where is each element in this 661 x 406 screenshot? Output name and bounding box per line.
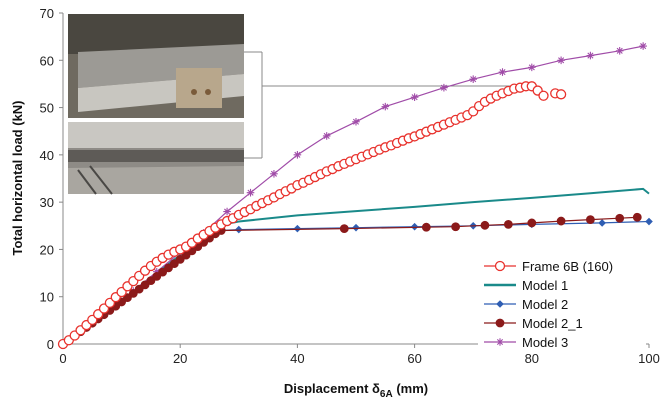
legend-item: Frame 6B (160) [484, 259, 613, 274]
data-point [223, 207, 231, 216]
data-point [556, 216, 566, 226]
data-point [175, 254, 185, 264]
legend-marker [496, 300, 504, 308]
legend-marker [496, 338, 504, 346]
data-point [586, 51, 595, 60]
data-point [645, 217, 653, 226]
data-point [615, 213, 625, 223]
x-axis-title-main: Displacement δ [284, 381, 380, 396]
data-point [632, 212, 642, 222]
x-axis-title: Displacement δ6A (mm) [284, 381, 428, 400]
legend-label: Model 2_1 [522, 316, 583, 331]
data-point [451, 222, 461, 232]
legend-label: Model 1 [522, 278, 568, 293]
data-point [381, 102, 390, 111]
legend-item: Model 2_1 [484, 316, 583, 331]
y-tick-label: 0 [47, 337, 54, 352]
data-point [152, 271, 162, 281]
legend-item: Model 3 [484, 335, 568, 350]
data-point [322, 132, 331, 140]
data-point [498, 68, 507, 76]
data-point [528, 63, 536, 72]
y-axis-title: Total horizontal load (kN) [10, 100, 25, 255]
data-point [158, 267, 168, 277]
y-tick-label: 50 [40, 101, 54, 116]
legend: Frame 6B (160) Model 1 Model 2 Model 2_1 Mod… [478, 253, 646, 350]
data-point [615, 47, 624, 55]
data-point [480, 220, 490, 230]
legend-marker [494, 260, 506, 272]
data-point [598, 219, 606, 227]
y-tick-label: 10 [40, 290, 54, 305]
legend-background [478, 253, 646, 349]
data-point [538, 90, 549, 101]
data-point [557, 56, 565, 65]
legend-label: Model 3 [522, 335, 568, 350]
data-point [293, 151, 302, 159]
series-layer [57, 42, 653, 350]
data-point [123, 293, 132, 303]
data-point [246, 188, 255, 197]
x-tick-label: 20 [173, 351, 187, 366]
data-point [270, 169, 278, 178]
x-tick-label: 40 [290, 351, 304, 366]
data-point [339, 224, 349, 234]
x-axis-title-subscript: 6A [380, 389, 393, 400]
data-point [410, 93, 419, 101]
data-point [639, 42, 647, 50]
data-point [164, 263, 173, 273]
legend-label: Frame 6B (160) [522, 259, 613, 274]
x-tick-label: 80 [525, 351, 539, 366]
legend-item: Model 2 [484, 297, 568, 312]
y-axis-ticks: 0 10 20 30 40 50 60 70 [40, 6, 63, 352]
y-tick-label: 40 [40, 148, 54, 163]
data-point [169, 259, 179, 269]
x-tick-label: 100 [638, 351, 660, 366]
data-point [293, 224, 302, 233]
data-point [555, 89, 567, 100]
data-point [152, 267, 161, 276]
data-point [527, 218, 537, 228]
y-tick-label: 20 [40, 242, 54, 257]
inset-photo [68, 14, 515, 195]
legend-item: Model 1 [484, 278, 568, 293]
data-point [235, 225, 243, 234]
data-point [421, 222, 431, 232]
data-point [586, 215, 595, 225]
x-tick-label: 0 [59, 351, 66, 366]
y-tick-label: 30 [40, 195, 54, 210]
x-tick-label: 60 [407, 351, 421, 366]
data-point [352, 223, 360, 232]
data-point [440, 83, 448, 92]
data-point [410, 222, 419, 231]
data-point [146, 276, 156, 286]
legend-items: Frame 6B (160) Model 1 Model 2 Model 2_1 Mod… [484, 259, 613, 350]
y-tick-label: 60 [40, 53, 54, 68]
data-point [134, 284, 144, 294]
x-axis-title-unit: (mm) [393, 381, 428, 396]
data-point [469, 75, 477, 83]
series-1 [57, 81, 567, 350]
data-point [352, 117, 360, 126]
legend-marker [495, 318, 505, 328]
data-point [128, 289, 138, 298]
data-point [503, 219, 513, 229]
y-tick-label: 70 [40, 6, 54, 21]
data-point [140, 280, 150, 290]
legend-label: Model 2 [522, 297, 568, 312]
